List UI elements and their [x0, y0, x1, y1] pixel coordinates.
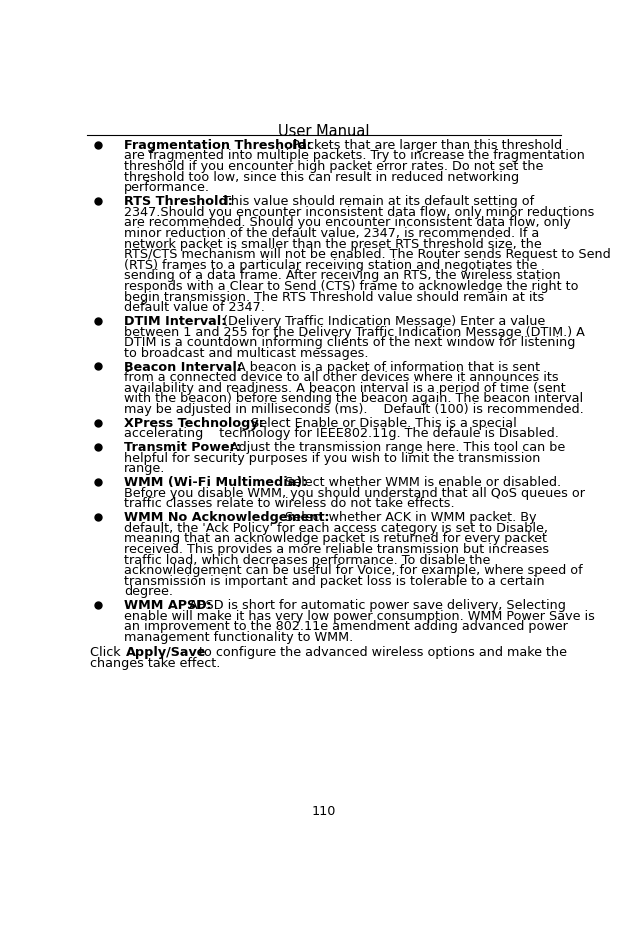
Text: traffic load, which decreases performance. To disable the: traffic load, which decreases performanc… — [124, 554, 490, 567]
Text: begin transmission. The RTS Threshold value should remain at its: begin transmission. The RTS Threshold va… — [124, 291, 544, 304]
Text: to configure the advanced wireless options and make the: to configure the advanced wireless optio… — [195, 646, 567, 659]
Text: transmission is important and packet loss is tolerable to a certain: transmission is important and packet los… — [124, 575, 545, 588]
Text: Apply/Save: Apply/Save — [126, 646, 207, 659]
Text: DTIM is a countdown informing clients of the next window for listening: DTIM is a countdown informing clients of… — [124, 336, 575, 350]
Text: Select Enable or Disable. This is a special: Select Enable or Disable. This is a spec… — [246, 417, 516, 430]
Text: Transmit Power:: Transmit Power: — [124, 441, 241, 454]
Text: WMM (Wi-Fi Multimedia):: WMM (Wi-Fi Multimedia): — [124, 476, 307, 489]
Text: User Manual: User Manual — [278, 124, 370, 139]
Text: 2347.Should you encounter inconsistent data flow, only minor reductions: 2347.Should you encounter inconsistent d… — [124, 206, 594, 219]
Text: DTIM Interval:: DTIM Interval: — [124, 315, 226, 328]
Text: meaning that an acknowledge packet is returned for every packet: meaning that an acknowledge packet is re… — [124, 532, 547, 545]
Text: Select whether ACK in WMM packet. By: Select whether ACK in WMM packet. By — [281, 511, 537, 524]
Text: (RTS) frames to a particular receiving station and negotiates the: (RTS) frames to a particular receiving s… — [124, 259, 537, 272]
Text: sending of a data frame. After receiving an RTS, the wireless station: sending of a data frame. After receiving… — [124, 269, 561, 282]
Text: Adjust the transmission range here. This tool can be: Adjust the transmission range here. This… — [226, 441, 566, 454]
Text: received. This provides a more reliable transmission but increases: received. This provides a more reliable … — [124, 542, 549, 555]
Text: Before you disable WMM, you should understand that all QoS queues or: Before you disable WMM, you should under… — [124, 487, 585, 500]
Text: are recommended. Should you encounter inconsistent data flow, only: are recommended. Should you encounter in… — [124, 216, 571, 229]
Text: responds with a Clear to Send (CTS) frame to acknowledge the right to: responds with a Clear to Send (CTS) fram… — [124, 280, 578, 293]
Text: an improvement to the 802.11e amendment adding advanced power: an improvement to the 802.11e amendment … — [124, 621, 568, 634]
Text: This value should remain at its default setting of: This value should remain at its default … — [219, 195, 535, 208]
Text: WMM APSD:: WMM APSD: — [124, 599, 212, 612]
Text: WMM No Acknowledgement:: WMM No Acknowledgement: — [124, 511, 329, 524]
Text: RTS Threshold:: RTS Threshold: — [124, 195, 233, 208]
Text: threshold too low, since this can result in reduced networking: threshold too low, since this can result… — [124, 171, 519, 184]
Text: enable will make it has very low power consumption. WMM Power Save is: enable will make it has very low power c… — [124, 610, 595, 623]
Text: (Delivery Traffic Indication Message) Enter a value: (Delivery Traffic Indication Message) En… — [219, 315, 545, 328]
Text: management functionality to WMM.: management functionality to WMM. — [124, 631, 353, 644]
Text: with the beacon) before sending the beacon again. The beacon interval: with the beacon) before sending the beac… — [124, 392, 583, 405]
Text: performance.: performance. — [124, 182, 210, 194]
Text: helpful for security purposes if you wish to limit the transmission: helpful for security purposes if you wis… — [124, 452, 540, 465]
Text: minor reduction of the default value, 2347, is recommended. If a: minor reduction of the default value, 23… — [124, 226, 539, 240]
Text: to broadcast and multicast messages.: to broadcast and multicast messages. — [124, 347, 368, 360]
Text: threshold if you encounter high packet error rates. Do not set the: threshold if you encounter high packet e… — [124, 160, 544, 173]
Text: accelerating    technology for IEEE802.11g. The defaule is Disabled.: accelerating technology for IEEE802.11g.… — [124, 428, 559, 441]
Text: from a connected device to all other devices where it announces its: from a connected device to all other dev… — [124, 371, 559, 384]
Text: default, the 'Ack Policy' for each access category is set to Disable,: default, the 'Ack Policy' for each acces… — [124, 522, 548, 535]
Text: Fragmentation Threshold:: Fragmentation Threshold: — [124, 139, 312, 152]
Text: Beacon Interval:: Beacon Interval: — [124, 361, 242, 374]
Text: RTS/CTS mechanism will not be enabled. The Router sends Request to Send: RTS/CTS mechanism will not be enabled. T… — [124, 248, 611, 261]
Text: default value of 2347.: default value of 2347. — [124, 301, 265, 314]
Text: 110: 110 — [312, 805, 336, 818]
Text: may be adjusted in milliseconds (ms).    Default (100) is recommended.: may be adjusted in milliseconds (ms). De… — [124, 403, 584, 416]
Text: changes take effect.: changes take effect. — [90, 657, 220, 670]
Text: network packet is smaller than the preset RTS threshold size, the: network packet is smaller than the prese… — [124, 238, 542, 251]
Text: Select whether WMM is enable or disabled.: Select whether WMM is enable or disabled… — [281, 476, 561, 489]
Text: traffic classes relate to wireless do not take effects.: traffic classes relate to wireless do no… — [124, 498, 454, 511]
Text: APSD is short for automatic power save delivery, Selecting: APSD is short for automatic power save d… — [185, 599, 566, 612]
Text: range.: range. — [124, 462, 166, 475]
Text: availability and readiness. A beacon interval is a period of time (sent: availability and readiness. A beacon int… — [124, 382, 566, 395]
Text: degree.: degree. — [124, 585, 173, 598]
Text: Packets that are larger than this threshold: Packets that are larger than this thresh… — [288, 139, 562, 152]
Text: Click: Click — [90, 646, 125, 659]
Text: A beacon is a packet of information that is sent: A beacon is a packet of information that… — [233, 361, 540, 374]
Text: XPress Technology:: XPress Technology: — [124, 417, 264, 430]
Text: between 1 and 255 for the Delivery Traffic Indication Message (DTIM.) A: between 1 and 255 for the Delivery Traff… — [124, 325, 585, 338]
Text: acknowledgement can be useful for Voice, for example, where speed of: acknowledgement can be useful for Voice,… — [124, 564, 583, 577]
Text: are fragmented into multiple packets. Try to increase the fragmentation: are fragmented into multiple packets. Tr… — [124, 149, 585, 162]
